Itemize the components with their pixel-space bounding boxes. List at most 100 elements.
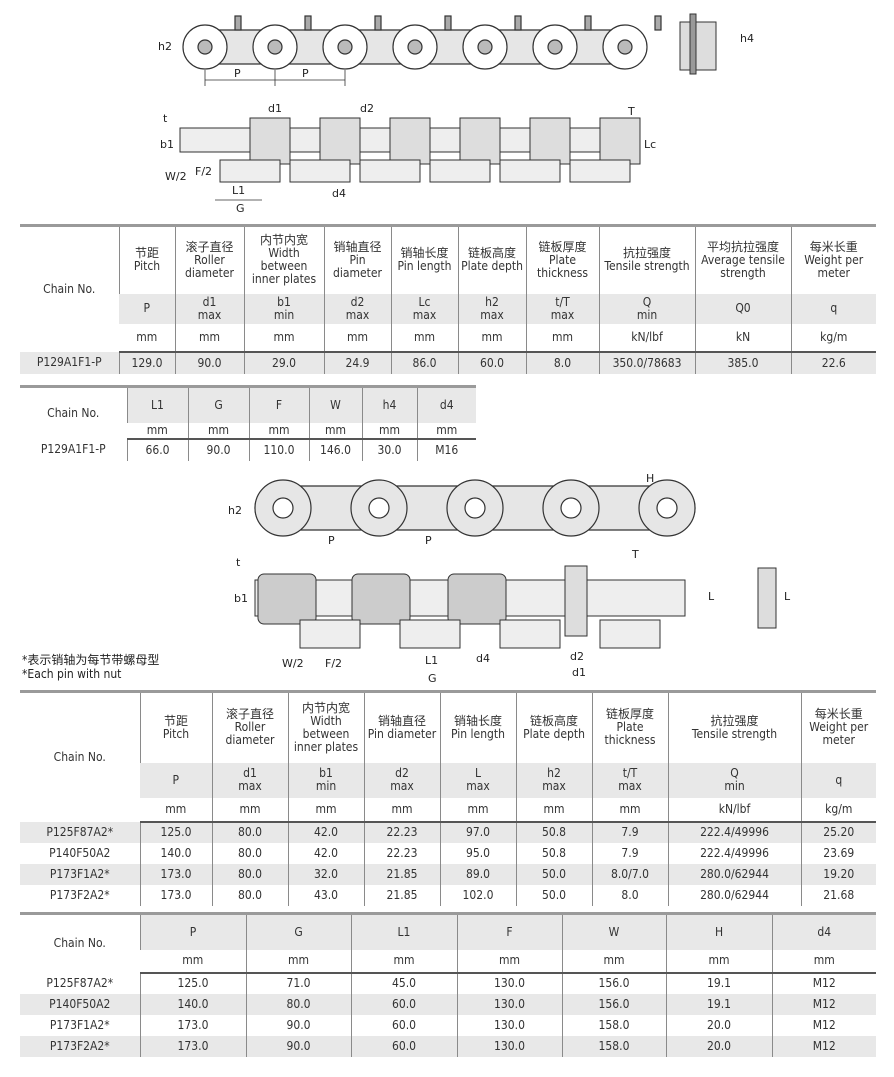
label-w2: W/2 xyxy=(282,657,304,670)
column-header-symbol: h2 max xyxy=(515,762,592,798)
column-header-unit: mm xyxy=(245,949,351,974)
chain-no-cell: P173F2A2* xyxy=(49,887,110,902)
label-b1: b1 xyxy=(160,138,174,151)
note-en: *Each pin with nut xyxy=(22,667,122,681)
column-header-unit: mm xyxy=(243,323,324,353)
value-cell: 32.0 xyxy=(287,863,364,885)
label-p: P xyxy=(425,534,432,547)
value-cell: 80.0 xyxy=(211,863,288,885)
label-b1: b1 xyxy=(234,592,248,605)
label-L: L xyxy=(708,590,715,603)
column-header-symbol: q xyxy=(790,293,876,324)
column-header-name: 内节内宽 Width between inner plates xyxy=(243,225,324,294)
value-cell: 66.0 xyxy=(126,438,188,461)
value-cell: 90.0 xyxy=(174,351,244,374)
side-view-chain-1 xyxy=(182,15,662,70)
value-cell: 385.0 xyxy=(694,351,791,374)
label-p: P xyxy=(302,67,309,80)
value-cell: 7.9 xyxy=(591,821,668,843)
value-cell: 19.1 xyxy=(665,993,772,1015)
column-header-symbol: b1 min xyxy=(287,762,364,798)
column-header-symbol: P xyxy=(140,762,212,798)
value-cell: M12 xyxy=(771,993,876,1015)
value-cell: M12 xyxy=(771,972,876,994)
end-view-1 xyxy=(679,13,717,75)
table-row: P173F1A2* 173.0 90.0 60.0 130.0 158.0 20.0 M12 xyxy=(20,1014,876,1036)
column-header-chain-no: Chain No. xyxy=(20,386,127,439)
column-header-unit: mm xyxy=(127,422,188,440)
column-header-name: 抗拉强度 Tensile strength xyxy=(598,225,695,294)
value-cell: 173.0 xyxy=(139,1014,246,1036)
value-cell: M16 xyxy=(416,438,476,461)
column-header-symbol: P xyxy=(119,293,175,324)
value-cell: 97.0 xyxy=(439,821,516,843)
column-header-symbol: L1 xyxy=(126,386,188,423)
table-row: P125F87A2* 125.0 80.0 42.0 22.23 97.0 50.8 7.9 2… xyxy=(20,821,876,843)
value-cell: 60.0 xyxy=(350,1014,457,1036)
note-cn: *表示销轴为每节带螺母型 xyxy=(22,653,160,667)
value-cell: 102.0 xyxy=(439,884,516,906)
column-header-symbol: t/T max xyxy=(525,293,599,324)
column-header-unit: mm xyxy=(665,949,772,974)
column-header-unit: kN/lbf xyxy=(598,323,695,353)
column-header-unit: mm xyxy=(140,797,212,823)
value-cell: 43.0 xyxy=(287,884,364,906)
value-cell: 50.0 xyxy=(515,863,592,885)
table-row: P125F87A2* 125.0 71.0 45.0 130.0 156.0 19.1 M12 xyxy=(20,972,876,994)
column-header-chain-no: Chain No. xyxy=(43,281,96,296)
column-header-unit: mm xyxy=(308,422,362,440)
value-cell: 50.8 xyxy=(515,821,592,843)
value-cell: 90.0 xyxy=(187,438,249,461)
column-header-name: 节距 Pitch xyxy=(139,691,212,763)
column-header-unit: mm xyxy=(515,797,592,823)
value-cell: 140.0 xyxy=(139,993,246,1015)
chain-no-cell: P173F1A2* xyxy=(49,1017,110,1032)
label-d4: d4 xyxy=(332,187,346,200)
value-cell: 22.23 xyxy=(363,821,440,843)
value-cell: M12 xyxy=(771,1014,876,1036)
column-header-symbol: L1 xyxy=(350,913,457,950)
label-h2: h2 xyxy=(228,504,242,517)
roller-plan xyxy=(599,117,641,165)
value-cell: 90.0 xyxy=(245,1035,351,1057)
column-header-unit: kg/m xyxy=(790,323,876,353)
chain-no-cell: P173F2A2* xyxy=(20,1035,140,1057)
label-g: G xyxy=(428,672,437,685)
value-cell: 156.0 xyxy=(561,972,666,994)
column-header-unit: mm xyxy=(390,323,458,353)
column-header-unit: mm xyxy=(248,422,309,440)
chain-no-cell: P125F87A2* xyxy=(20,821,140,843)
value-cell: 19.1 xyxy=(665,972,772,994)
table-row: P140F50A2 140.0 80.0 42.0 22.23 95.0 50.8 7.9 22… xyxy=(20,842,876,864)
label-h2: h2 xyxy=(158,40,172,53)
column-header-symbol: d1 max xyxy=(211,762,288,798)
column-header-unit: mm xyxy=(361,422,417,440)
value-cell: 25.20 xyxy=(800,821,876,843)
value-cell: 21.85 xyxy=(363,863,440,885)
roller-plan xyxy=(249,117,291,165)
column-header-unit: mm xyxy=(350,949,457,974)
value-cell: 110.0 xyxy=(248,438,309,461)
column-header-symbol: H xyxy=(665,913,772,950)
column-header-name: 销轴长度 Pin length xyxy=(390,225,458,294)
value-cell: 60.0 xyxy=(457,351,526,374)
column-header-symbol: d2 max xyxy=(323,293,391,324)
value-cell: 60.0 xyxy=(350,993,457,1015)
value-cell: 280.0/62944 xyxy=(667,863,801,885)
value-cell: 8.0/7.0 xyxy=(591,863,668,885)
value-cell: 173.0 xyxy=(139,1035,246,1057)
column-header-symbol: Lc max xyxy=(390,293,458,324)
column-header-unit: mm xyxy=(323,323,391,353)
value-cell: 140.0 xyxy=(139,842,212,864)
value-cell: 45.0 xyxy=(350,972,457,994)
value-cell: 80.0 xyxy=(211,842,288,864)
value-cell: 29.0 xyxy=(243,351,324,374)
roller-plan xyxy=(389,117,431,165)
column-header-name: 链板厚度 Plate thickness xyxy=(525,225,599,294)
column-header-symbol: q xyxy=(800,762,876,798)
column-header-name: 每米长重 Weight per meter xyxy=(800,691,876,763)
value-cell: 130.0 xyxy=(456,1035,562,1057)
label-L: L xyxy=(784,590,791,603)
chain-no-cell: P129A1F1-P xyxy=(20,351,119,374)
label-t: t xyxy=(163,112,168,125)
